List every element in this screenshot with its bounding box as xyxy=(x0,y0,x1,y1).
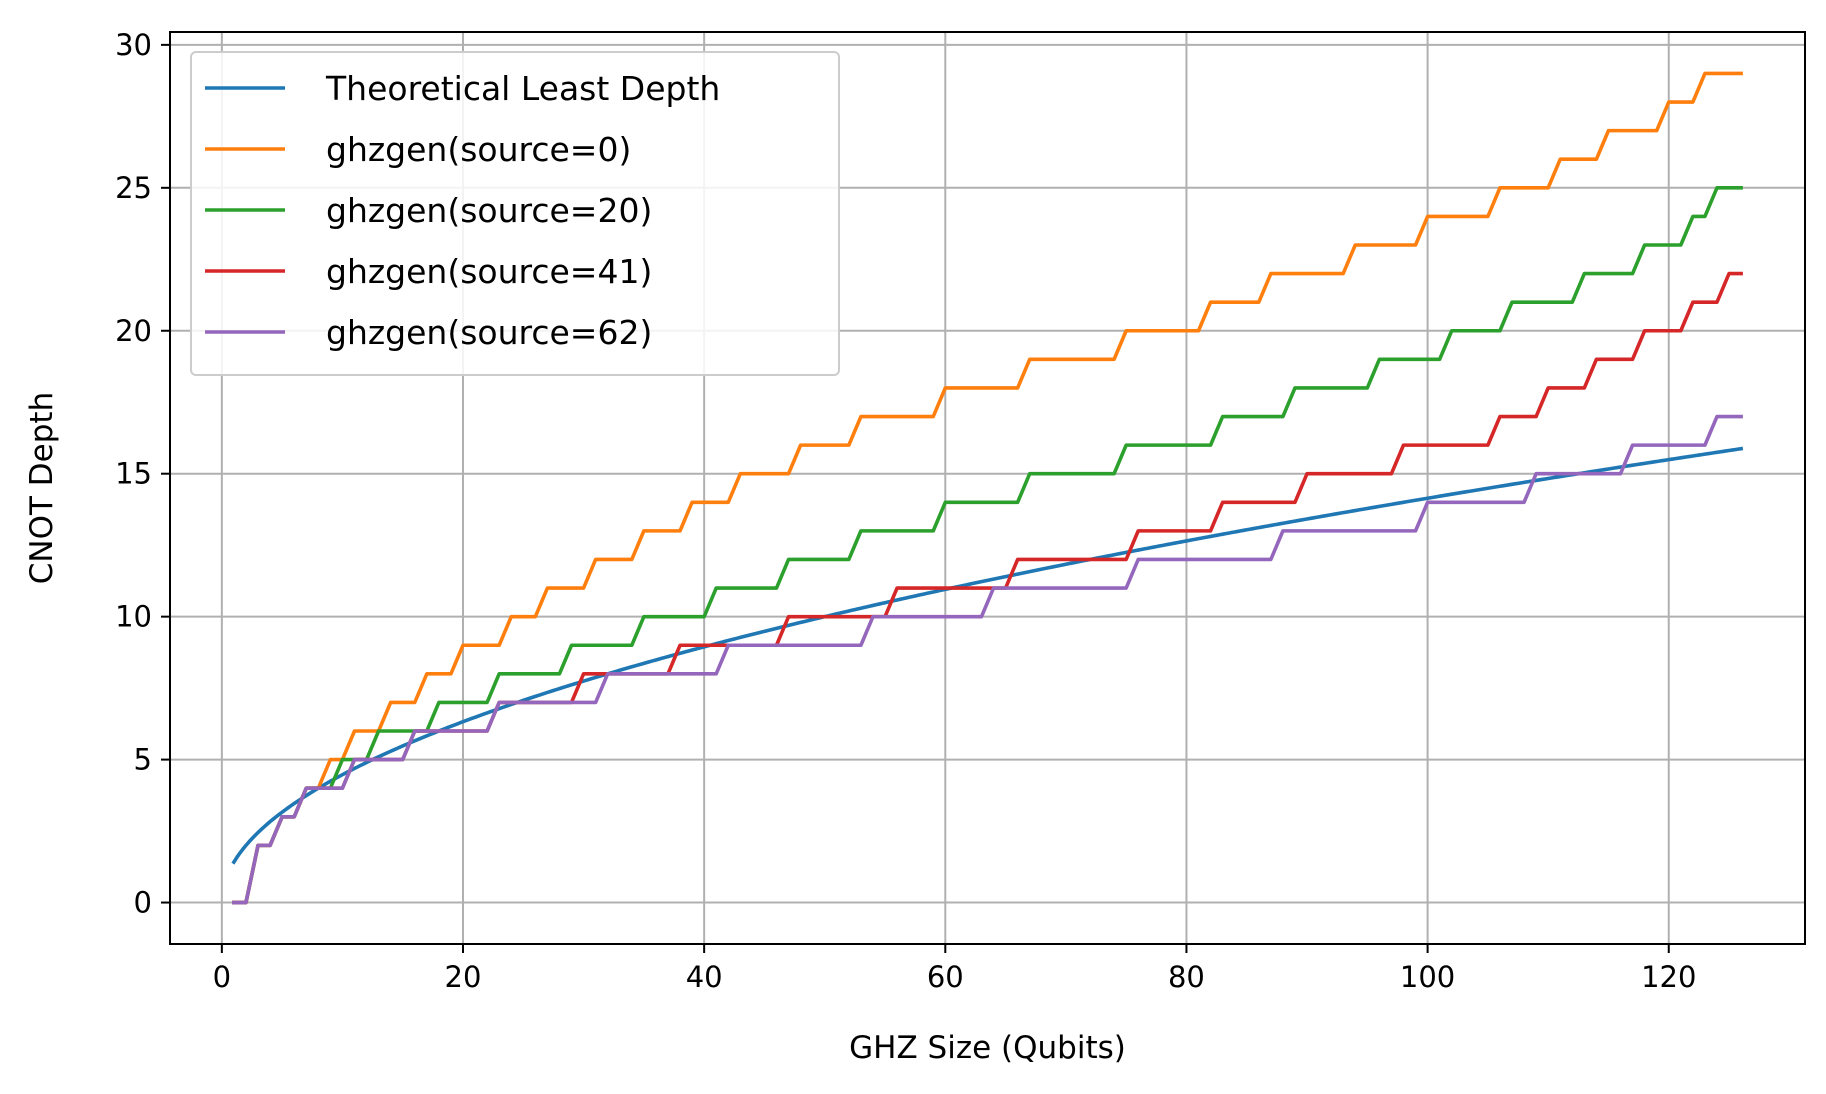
x-tick-label: 120 xyxy=(1641,960,1696,994)
x-axis-label: GHZ Size (Qubits) xyxy=(849,1030,1126,1066)
x-tick-label: 40 xyxy=(686,960,723,994)
x-tick-label: 20 xyxy=(445,960,482,994)
series-line-0 xyxy=(231,446,1744,865)
x-tick-label: 80 xyxy=(1168,960,1205,994)
legend: Theoretical Least Depth ghzgen(source=0) g… xyxy=(190,51,840,376)
legend-label: ghzgen(source=0) xyxy=(326,130,631,169)
y-tick-label: 20 xyxy=(115,314,152,348)
legend-label: Theoretical Least Depth xyxy=(325,69,720,108)
y-tick-label: 10 xyxy=(115,600,152,634)
legend-label: ghzgen(source=62) xyxy=(326,313,652,352)
series-layer xyxy=(231,71,1744,905)
x-tick-label: 60 xyxy=(927,960,964,994)
legend-box xyxy=(190,51,840,376)
y-tick-label: 15 xyxy=(115,457,152,491)
series-line-2 xyxy=(232,186,1743,905)
legend-label: ghzgen(source=41) xyxy=(326,252,652,291)
legend-label: ghzgen(source=20) xyxy=(326,191,652,230)
y-axis: 0 5 10 15 20 25 30 xyxy=(115,28,170,920)
series-line-1 xyxy=(232,71,1743,905)
series-line-4 xyxy=(232,414,1743,905)
y-axis-label: CNOT Depth xyxy=(24,392,60,584)
y-tick-label: 0 xyxy=(134,886,152,920)
y-tick-label: 30 xyxy=(115,28,152,62)
x-tick-label: 100 xyxy=(1400,960,1455,994)
y-tick-label: 25 xyxy=(115,171,152,205)
plot-frame xyxy=(169,31,1806,945)
x-axis: 0 20 40 60 80 100 120 xyxy=(213,944,1696,994)
y-tick-label: 5 xyxy=(134,743,152,777)
x-tick-label: 0 xyxy=(213,960,231,994)
